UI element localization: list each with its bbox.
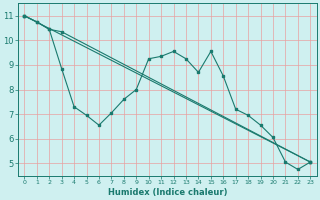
X-axis label: Humidex (Indice chaleur): Humidex (Indice chaleur) xyxy=(108,188,227,197)
